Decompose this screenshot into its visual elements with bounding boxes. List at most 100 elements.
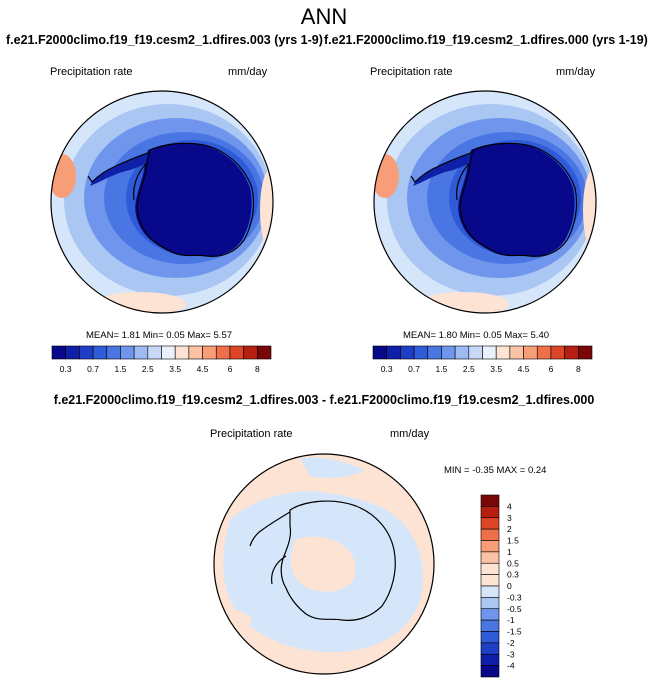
diff-colorbar-box [480,551,500,564]
left-colorbar-tick-label: 4.5 [197,364,209,374]
diff-colorbar-box [480,608,500,621]
diff-colorbar-box [480,574,500,587]
right-colorbar-box [454,345,470,360]
diff-variable-label: Precipitation rate [210,428,293,440]
right-colorbar-box [386,345,401,360]
diff-colorbar-tick-label: 2 [507,524,512,534]
right-colorbar-box [427,345,442,360]
left-units-label: mm/day [228,66,268,78]
diff-colorbar-tick-label: 3 [507,513,512,523]
right-colorbar-tick-label: 3.5 [490,364,502,374]
diff-field-positive-inner [290,536,356,592]
diff-colorbar-box [480,494,500,507]
right-field-east-patch [583,170,596,250]
right-colorbar-box [468,345,483,360]
left-colorbar-box [92,345,108,360]
right-colorbar-tick-label: 1.5 [436,364,448,374]
left-colorbar-tick-label: 8 [255,364,260,374]
left-colorbar-box [147,345,162,360]
left-colorbar-box [65,345,80,360]
left-colorbar-box [51,345,66,360]
right-colorbar-box [441,345,456,360]
left-colorbar-tick-label: 2.5 [142,364,154,374]
diff-colorbar-tick-label: -3 [507,649,515,659]
diff-colorbar-box [480,528,500,541]
right-colorbar-box [495,345,511,360]
left-colorbar-box [202,345,217,360]
diff-colorbar-box [480,585,500,598]
left-colorbar-box [243,345,258,360]
right-colorbar-tick-label: 6 [549,364,554,374]
diff-colorbar-tick-label: -1.5 [507,627,522,637]
diff-panel-title: f.e21.F2000climo.f19_f19.cesm2_1.dfires.… [53,393,595,407]
diff-colorbar-tick-label: 0.3 [507,570,519,580]
right-map [373,90,597,314]
left-colorbar-tick-label: 0.7 [87,364,99,374]
left-colorbar-tick-label: 3.5 [169,364,181,374]
left-colorbar-tick-label: 6 [228,364,233,374]
right-colorbar-tick-label: 8 [576,364,581,374]
diff-colorbar-tick-label: -2 [507,638,515,648]
left-stats: MEAN= 1.81 Min= 0.05 Max= 5.57 [86,330,233,341]
diff-colorbar-box [480,642,500,655]
left-variable-label: Precipitation rate [50,66,133,78]
diff-map-border [213,453,435,675]
right-colorbar-box [413,345,429,360]
diff-colorbar-tick-label: -4 [507,661,515,671]
left-colorbar-tick-label: 1.5 [115,364,127,374]
right-colorbar-tick-label: 4.5 [518,364,530,374]
diff-colorbar: 4 32 1.510.5 0.30-0.3 -0.5-1 -1.5-2-3 -4 [480,494,522,678]
left-map-border [50,90,274,314]
diff-colorbar-box [480,540,500,553]
right-colorbar-box [578,345,593,360]
right-colorbar-tick-label: 2.5 [463,364,475,374]
left-colorbar-box [229,345,244,360]
left-field-east-patch [260,170,273,250]
right-field-warm-patch [374,154,399,198]
right-panel-title: f.e21.F2000climo.f19_f19.cesm2_1.dfires.… [324,33,648,47]
left-colorbar-tick-label: 0.3 [60,364,72,374]
diff-colorbar-tick-label: 4 [507,501,512,511]
left-colorbar-box [215,345,231,360]
right-colorbar-box [400,345,415,360]
left-colorbar-box [174,345,190,360]
diff-stats: MIN = -0.35 MAX = 0.24 [444,465,547,476]
right-colorbar-tick-label: 0.3 [381,364,393,374]
diff-colorbar-box [480,665,500,678]
diff-colorbar-box [480,619,500,632]
diff-field-negative-north [300,457,364,478]
left-colorbar-box [133,345,149,360]
right-colorbar: 0.3 0.7 1.5 2.5 3.5 4.5 6 8 [372,345,593,374]
right-stats: MEAN= 1.80 Min= 0.05 Max= 5.40 [403,330,550,341]
diff-colorbar-tick-label: 1 [507,547,512,557]
left-colorbar-box [120,345,135,360]
diff-colorbar-tick-label: -0.3 [507,592,522,602]
diff-colorbar-tick-label: -0.5 [507,604,522,614]
right-units-label: mm/day [556,66,596,78]
right-colorbar-box [372,345,387,360]
right-colorbar-box [564,345,579,360]
diff-colorbar-box [480,653,500,666]
left-map [50,90,274,314]
left-colorbar-box [79,345,94,360]
right-colorbar-tick-label: 0.7 [408,364,420,374]
right-colorbar-box [550,345,565,360]
left-colorbar-box [106,345,121,360]
left-field-warm-patch [51,154,76,198]
diff-colorbar-box [480,506,500,519]
diff-colorbar-box [480,517,500,530]
left-colorbar: 0.3 0.7 1.5 2.5 3.5 4.5 6 8 [51,345,272,374]
left-colorbar-box [161,345,176,360]
right-variable-label: Precipitation rate [370,66,453,78]
diff-colorbar-box [480,562,500,575]
left-colorbar-box [257,345,272,360]
right-colorbar-box [509,345,524,360]
right-colorbar-box [523,345,538,360]
diff-colorbar-box [480,631,500,644]
left-colorbar-box [188,345,203,360]
diff-units-label: mm/day [390,428,430,440]
right-colorbar-box [536,345,552,360]
diff-colorbar-tick-label: 1.5 [507,536,519,546]
diff-map [213,453,435,675]
